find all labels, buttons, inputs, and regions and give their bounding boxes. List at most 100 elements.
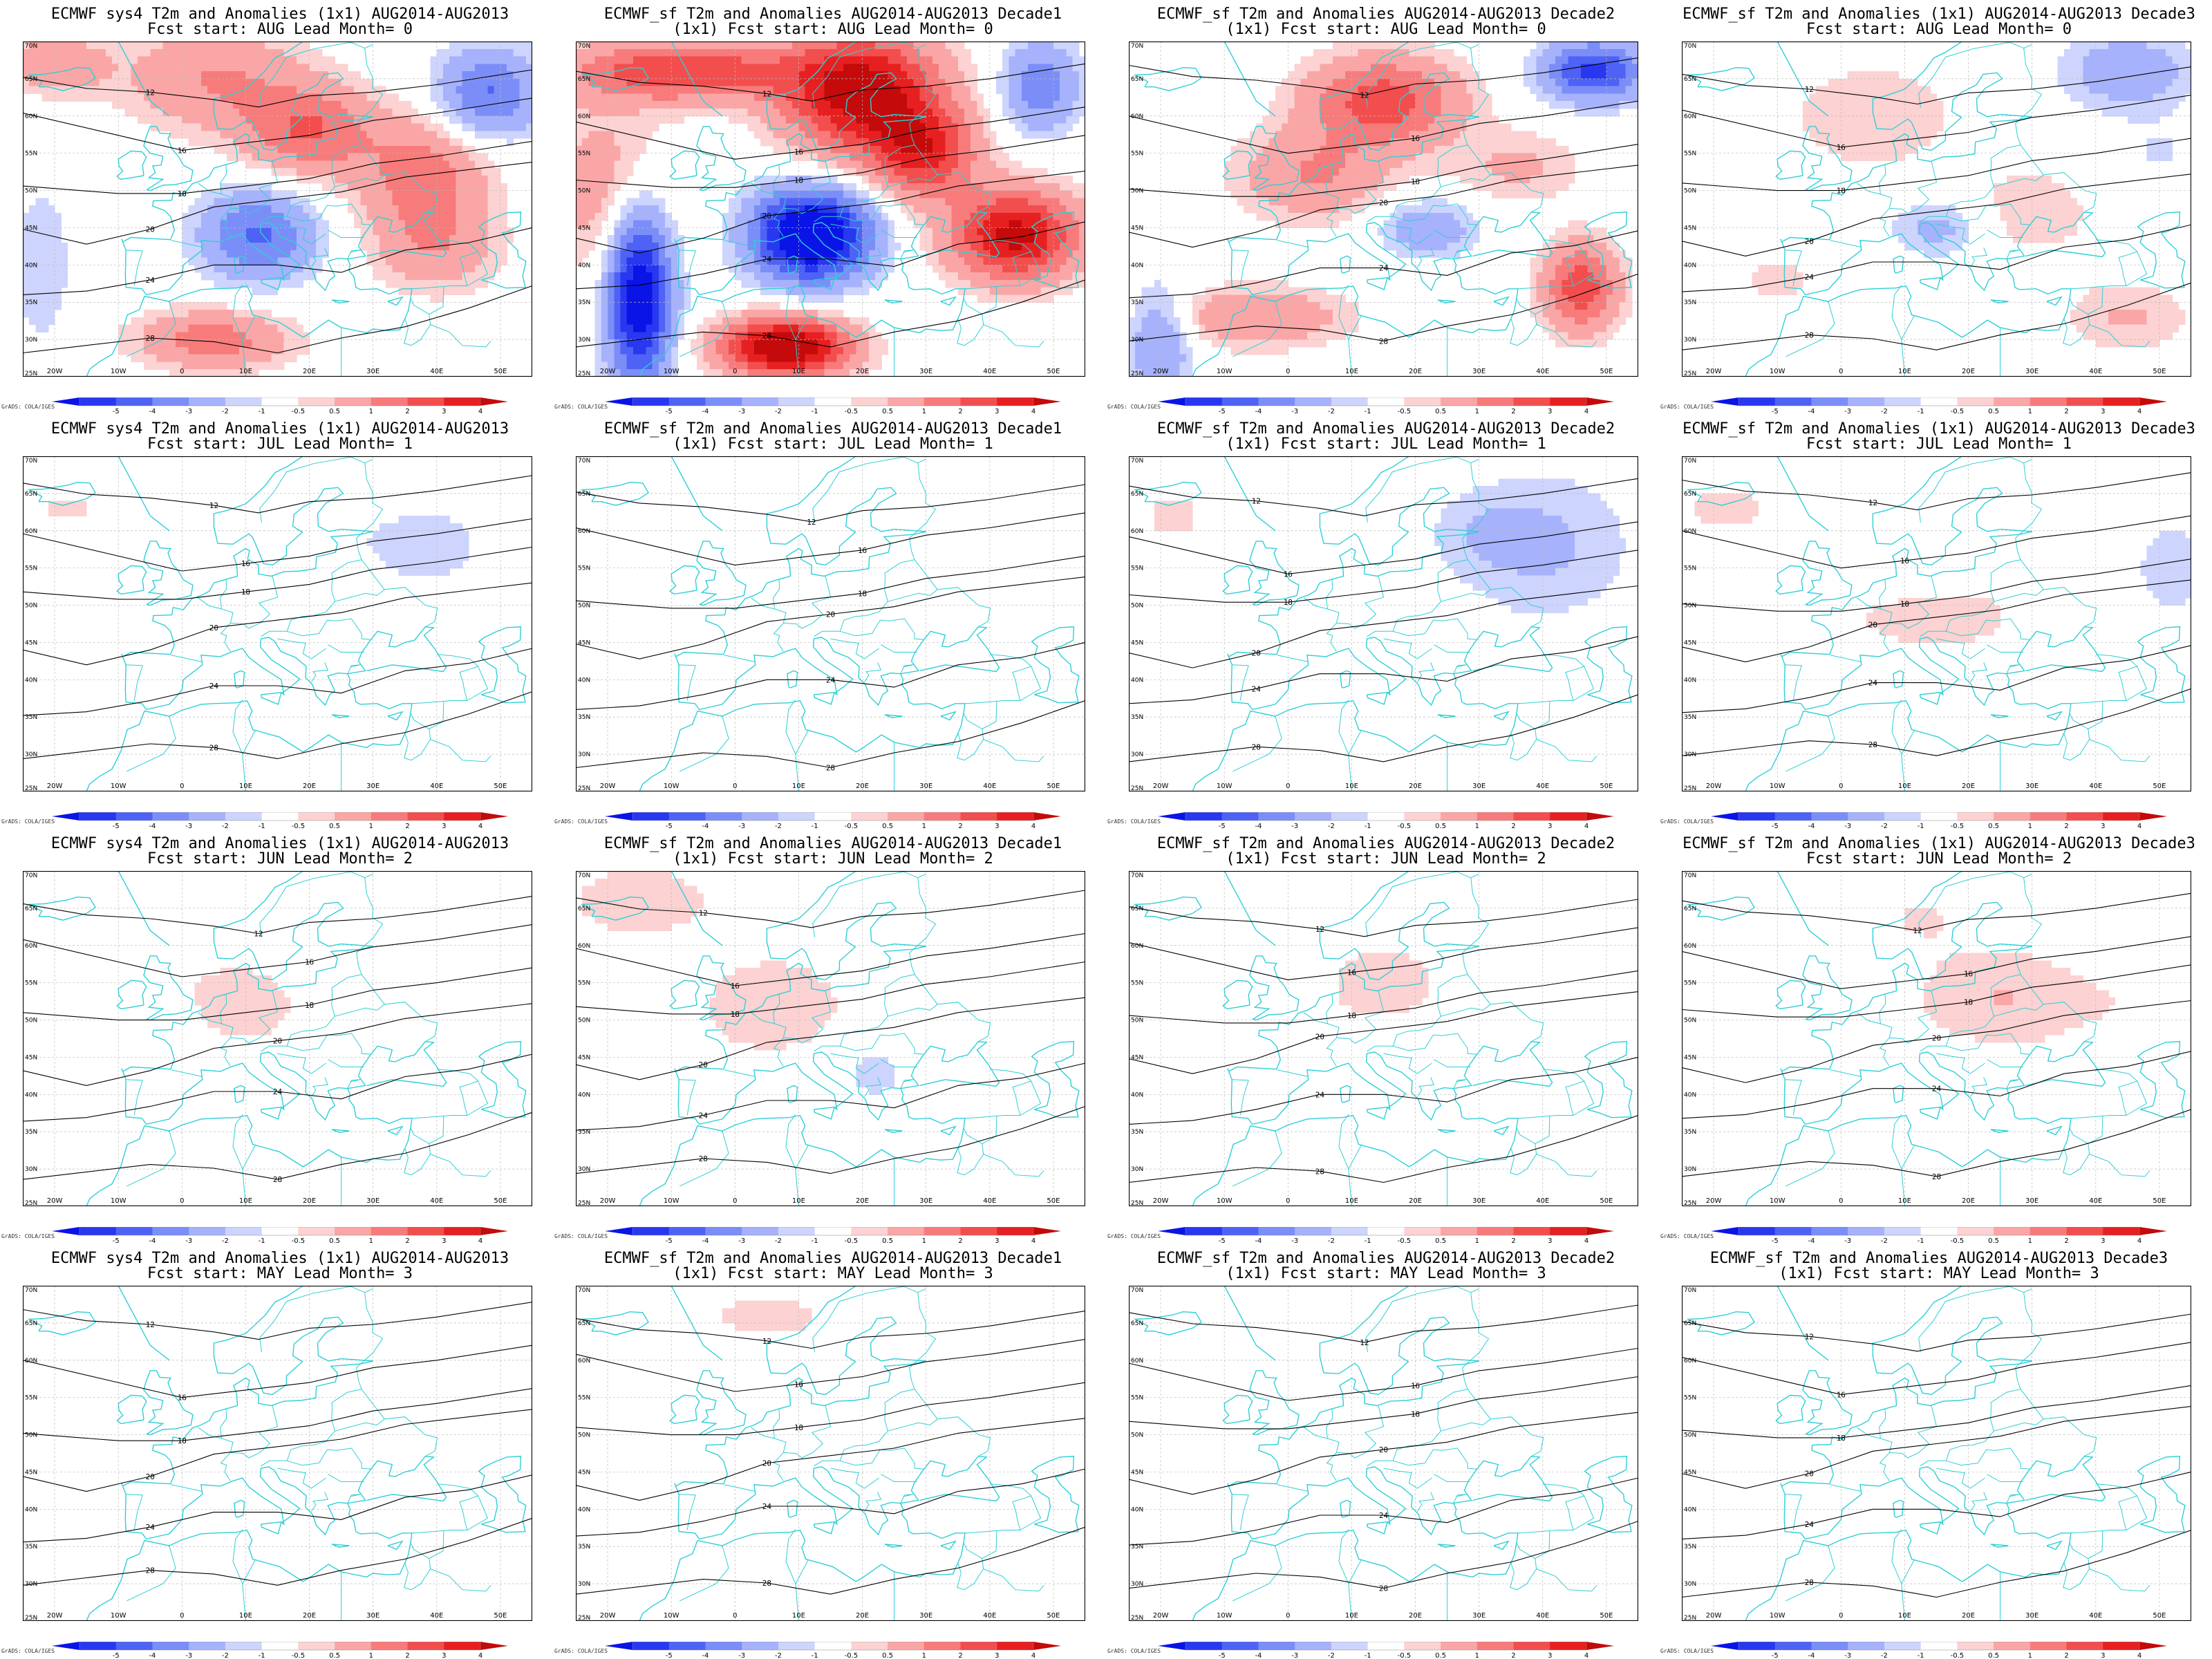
map-frame [1129,1286,1638,1621]
lon-tick-label: 50E [1600,1612,1613,1620]
contour-label: 24 [273,1087,283,1096]
lon-tick-label: 30E [366,1197,379,1205]
lat-tick-label: 40N [25,1506,37,1513]
panel-subtitle: (1x1) Fcst start: AUG Lead Month= 0 [673,21,993,38]
contour-label: 16 [794,1380,803,1389]
colorbar-segment [888,812,925,821]
contour-label: 16 [1284,570,1293,579]
colorbar-tick-label: 0.5 [1988,823,1999,829]
lat-tick-label: 60N [1684,113,1696,120]
colorbar-segment [335,397,372,406]
lat-tick-label: 45N [25,1054,37,1061]
lat-tick-label: 70N [1684,872,1696,879]
colorbar: -5-4-3-2-1-0.50.512345 [1158,397,1614,414]
anomaly-map: 12 16 18 20 24 28 20W 10W 0 10E 20E 30E 40E 50E 70N 65N… [576,456,1085,791]
contour-label: 28 [1252,742,1261,751]
panel-subtitle: Fcst start: JUN Lead Month= 2 [147,850,413,868]
lat-tick-label: 30N [1131,337,1143,344]
lon-tick-label: 50E [2153,1197,2166,1205]
lat-tick-label: 55N [25,565,37,572]
colorbar-tick-label: -4 [1808,1237,1815,1244]
lat-tick-label: 60N [578,943,590,950]
grads-credit: GrADS: COLA/IGES [554,1648,608,1654]
lat-tick-label: 30N [25,751,37,758]
lon-tick-label: 0 [180,1197,184,1205]
panel-title: ECMWF_sf T2m and Anomalies (1x1) AUG2014… [1683,6,2195,23]
lat-tick-label: 45N [1131,1054,1143,1061]
colorbar: -5-4-3-2-1-0.50.512345 [52,812,508,829]
lat-tick-label: 50N [1131,1018,1143,1024]
lat-tick-label: 30N [1131,751,1143,758]
colorbar-tick-label: 4 [1031,823,1035,829]
colorbar-tick-label: 4 [1584,408,1588,414]
graticule [576,41,1085,377]
lat-tick-label: 50N [25,1432,37,1439]
colorbar-tick-label: 0.5 [1435,1652,1446,1658]
lat-tick-label: 45N [1684,639,1696,646]
lat-tick-label: 25N [1684,785,1696,791]
colorbar-segment [298,1642,335,1650]
colorbar-tick-label: 2 [2064,1237,2068,1244]
colorbar-segment [1774,812,1812,821]
colorbar-segment [1221,397,1259,406]
contour-label: 16 [1964,970,1973,979]
contour-label: 16 [241,559,250,568]
colorbar-tick-label: 4 [1584,823,1588,829]
contour-label: 18 [305,1001,314,1010]
anomaly-map: 12 16 18 20 24 28 20W 10W 0 10E 20E 30E 40E 50E 70N 65N… [1129,871,1638,1206]
coastlines [580,871,1080,1206]
contour-label: 20 [273,1037,282,1046]
map-frame [1129,871,1638,1206]
colorbar-tick-label: 3 [2101,1237,2105,1244]
lon-tick-label: 10E [1898,1612,1911,1620]
colorbar-segment [1221,1227,1259,1235]
map-frame [1682,871,2191,1206]
lat-tick-label: 50N [578,188,590,195]
lon-tick-label: 20E [856,1197,869,1205]
colorbar-segment [814,397,852,406]
map-panel: ECMWF_sf T2m and Anomalies (1x1) AUG2014… [1659,830,2212,1244]
lon-tick-label: 20W [1153,1612,1169,1620]
lat-tick-label: 65N [1131,76,1143,83]
colorbar-tick-label: -2 [775,823,782,829]
colorbar-segment [1331,397,1369,406]
panel-title: ECMWF sys4 T2m and Anomalies (1x1) AUG20… [50,835,509,852]
borders [1232,1286,1597,1621]
map-panel: ECMWF_sf T2m and Anomalies AUG2014-AUG20… [553,415,1106,830]
anomaly-map: 12 16 18 20 24 28 20W 10W 0 10E 20E 30E 40E 50E 70N 65N… [23,1286,532,1621]
lon-tick-label: 40E [983,1197,996,1205]
panel-title: ECMWF sys4 T2m and Anomalies (1x1) AUG20… [50,420,509,438]
lat-tick-label: 40N [578,1506,590,1513]
colorbar-segment [444,397,481,406]
lon-tick-label: 20E [856,782,869,790]
colorbar-segment [1774,1227,1812,1235]
coastlines [1686,1286,2186,1621]
lat-tick-label: 40N [1684,1091,1696,1098]
colorbar-segment [632,1227,670,1235]
lat-tick-label: 30N [1131,1166,1143,1173]
colorbar-segment [152,812,189,821]
colorbar-tick-label: 2 [405,1652,409,1658]
lat-tick-label: 35N [1131,1544,1143,1550]
graticule [1129,456,1638,791]
colorbar-tick-label: 2 [405,408,409,414]
panel-subtitle: (1x1) Fcst start: JUL Lead Month= 1 [673,435,993,453]
panel-title: ECMWF_sf T2m and Anomalies AUG2014-AUG20… [603,420,1062,438]
lat-tick-label: 30N [1684,1581,1696,1588]
colorbar-tick-label: -2 [1881,1652,1888,1658]
colorbar-tick-label: 3 [995,1652,999,1658]
colorbar-tick-label: -0.5 [292,1237,306,1244]
lat-tick-label: 40N [578,677,590,684]
colorbar-tick-label: 3 [442,823,446,829]
colorbar-segment [298,1227,335,1235]
contour-label: 12 [1360,1338,1369,1347]
graticule [1682,41,2191,377]
colorbar-segment [888,1227,925,1235]
colorbar-segment [2066,1227,2103,1235]
colorbar-tick-label: 4 [1031,1237,1035,1244]
lat-tick-label: 35N [1684,299,1696,306]
map-panel: ECMWF_sf T2m and Anomalies AUG2014-AUG20… [1659,1244,2212,1659]
lat-tick-label: 30N [1684,1166,1696,1173]
lon-tick-label: 50E [2153,368,2166,375]
